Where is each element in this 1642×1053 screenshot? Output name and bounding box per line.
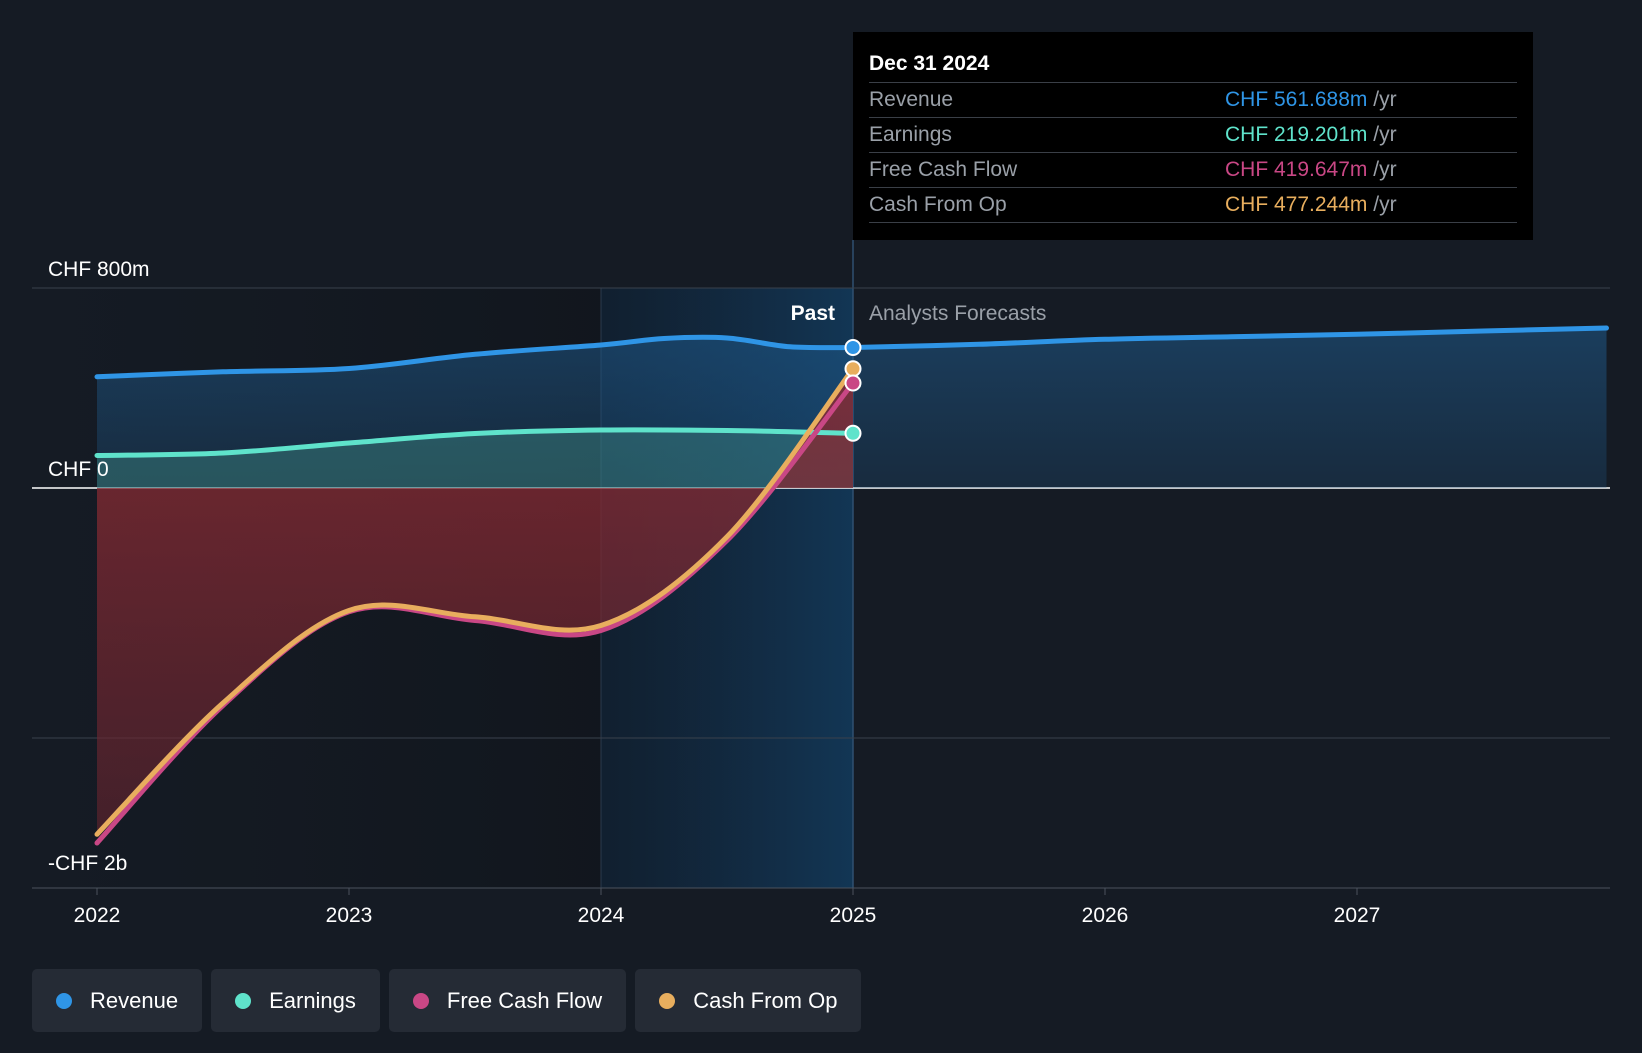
revenue-dot-icon (56, 992, 72, 1009)
tooltip-row-free-cash-flow: Free Cash Flow CHF 419.647m /yr (869, 153, 1517, 188)
x-tick-label: 2026 (1082, 904, 1129, 927)
tooltip-value: CHF 219.201m (1225, 123, 1368, 146)
revenue-forecast-line (850, 325, 1609, 350)
cash-from-op-dot-icon (659, 992, 676, 1009)
x-tick-label: 2025 (830, 904, 877, 927)
earnings-area (97, 429, 853, 488)
tooltip-unit: /yr (1373, 123, 1397, 146)
free-cash-flow-dot-icon (412, 992, 429, 1009)
tooltip-value: CHF 477.244m (1225, 193, 1368, 216)
area-layer (97, 328, 1607, 835)
tooltip-label: Cash From Op (869, 193, 1007, 216)
legend-label: Revenue (90, 987, 179, 1013)
earnings-line (94, 427, 856, 458)
cash-flow-area (97, 368, 853, 835)
tooltip-row-cash-from-op: Cash From Op CHF 477.244m /yr (869, 188, 1517, 223)
y-tick-label: -CHF 2b (48, 852, 127, 875)
legend-label: Earnings (269, 987, 356, 1013)
line-layer (94, 325, 1609, 846)
tooltip-row-revenue: Revenue CHF 561.688m /yr (869, 83, 1517, 118)
revenue-marker (844, 339, 862, 356)
earnings-dot-icon (235, 992, 252, 1009)
past-label: Past (791, 302, 835, 325)
x-tick-label: 2022 (74, 904, 121, 927)
earnings-marker (844, 424, 862, 442)
legend-label: Cash From Op (693, 987, 838, 1013)
y-tick-label: CHF 0 (48, 458, 109, 481)
cash-from-op-marker (844, 360, 862, 378)
tooltip-unit: /yr (1373, 193, 1397, 216)
legend-item-earnings[interactable]: Earnings (211, 969, 380, 1032)
free-cash-flow-marker (844, 374, 862, 392)
legend-item-revenue[interactable]: Revenue (32, 969, 203, 1032)
tooltip-unit: /yr (1373, 158, 1397, 181)
revenue-line (94, 334, 856, 380)
x-tick-label: 2024 (578, 904, 625, 927)
legend: Revenue Earnings Free Cash Flow Cash Fro… (32, 969, 862, 1032)
x-tick-label: 2023 (326, 904, 373, 927)
tooltip: Dec 31 2024 Revenue CHF 561.688m /yr Ear… (853, 32, 1533, 240)
cash-from-op-line (94, 366, 856, 837)
tooltip-unit: /yr (1373, 88, 1397, 111)
forecast-label: Analysts Forecasts (869, 302, 1046, 325)
tooltip-date: Dec 31 2024 (869, 46, 1517, 83)
tooltip-row-earnings: Earnings CHF 219.201m /yr (869, 118, 1517, 153)
marker-layer (844, 339, 862, 442)
label-layer: CHF 800m CHF 0 -CHF 2b 2022 2023 2024 2025 2026… (48, 258, 1380, 927)
legend-label: Free Cash Flow (446, 987, 603, 1013)
tooltip-label: Free Cash Flow (869, 158, 1018, 181)
tooltip-label: Revenue (869, 88, 954, 111)
tooltip-value: CHF 419.647m (1225, 158, 1368, 181)
y-tick-label: CHF 800m (48, 258, 150, 281)
tooltip-value: CHF 561.688m (1225, 88, 1368, 111)
legend-item-cash-from-op[interactable]: Cash From Op (635, 969, 862, 1032)
x-tick-label: 2027 (1334, 904, 1381, 927)
legend-item-free-cash-flow[interactable]: Free Cash Flow (388, 969, 627, 1032)
tooltip-label: Earnings (869, 123, 952, 146)
